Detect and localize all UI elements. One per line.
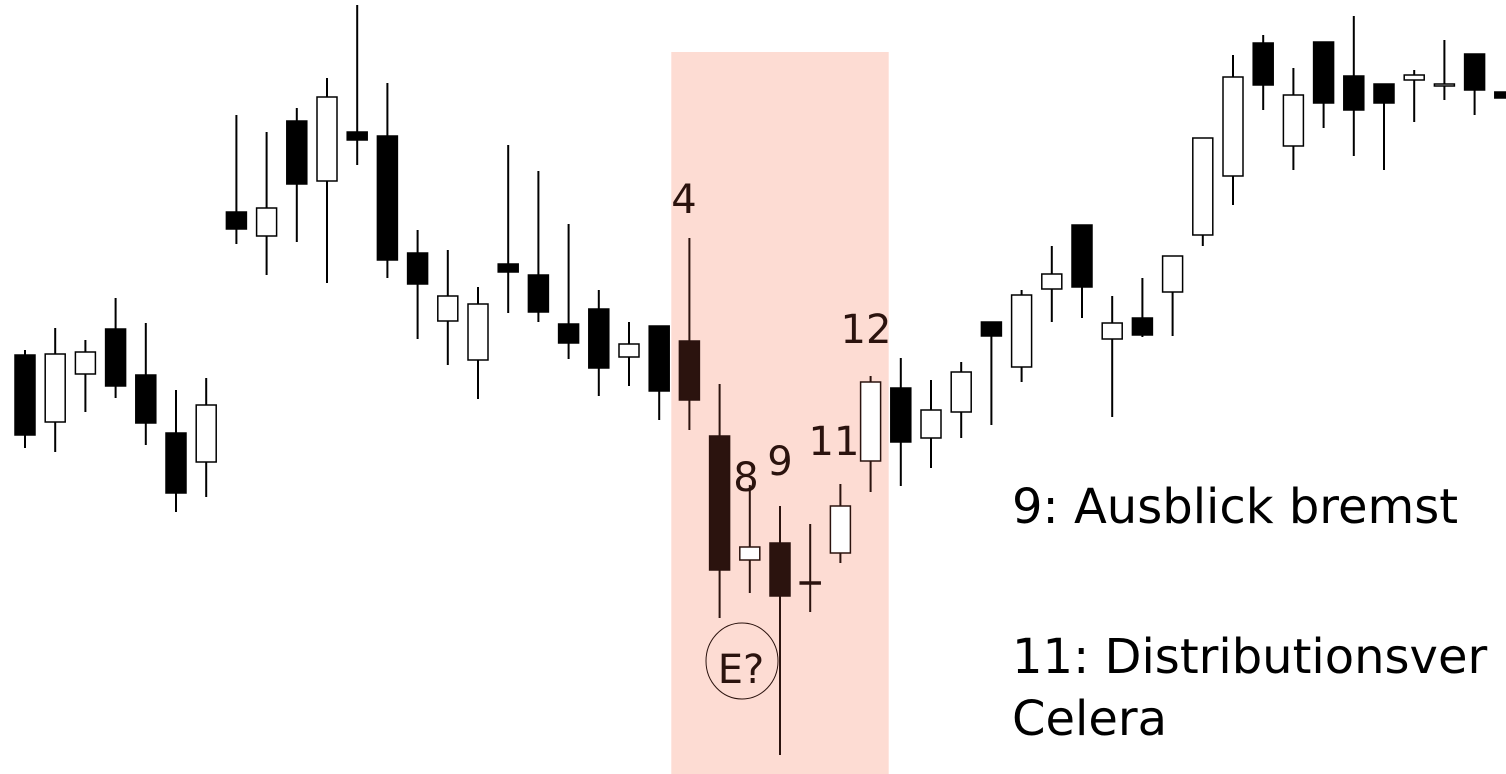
candle-body: [769, 542, 791, 597]
candle-body: [1403, 74, 1425, 81]
candle-body: [406, 252, 429, 285]
annotation: 11: [809, 419, 860, 465]
candle-body: [497, 263, 519, 273]
candle-body: [1282, 94, 1305, 147]
candle-body: [316, 96, 338, 182]
candle-body: [1161, 255, 1184, 293]
candle-body: [1463, 53, 1486, 91]
candle-body: [14, 354, 36, 436]
candle-body: [920, 409, 942, 439]
candle-body: [1131, 317, 1154, 336]
candle-body: [1252, 42, 1274, 86]
candle-body: [44, 353, 66, 423]
candle-body: [135, 374, 157, 424]
candle-body: [255, 207, 278, 237]
candle-body: [890, 387, 912, 443]
candle-body: [950, 371, 972, 413]
candle-body: [678, 340, 701, 401]
candle-body: [557, 323, 580, 344]
candle-body: [104, 328, 127, 387]
candle-body: [1010, 294, 1033, 368]
candle-body: [1041, 273, 1063, 290]
candle-body: [1494, 91, 1506, 99]
candle-body: [1433, 83, 1456, 87]
candle-body: [588, 308, 610, 369]
annotation: 4: [671, 177, 696, 223]
candle-body: [1373, 83, 1395, 104]
annotation: E?: [718, 647, 765, 693]
candle-body: [1192, 137, 1214, 236]
candle-body: [1071, 224, 1093, 288]
candle-body: [1222, 76, 1244, 177]
candle-body: [618, 343, 640, 358]
candle-body: [225, 211, 248, 230]
candle-body: [376, 135, 399, 261]
candle-body: [165, 432, 187, 494]
note: Celera: [1012, 691, 1167, 747]
annotation: 12: [841, 307, 892, 353]
candle-body: [799, 581, 821, 585]
candle-body: [648, 325, 670, 392]
candle-body: [980, 321, 1003, 337]
annotation-circle: [705, 622, 779, 700]
candle-body: [829, 505, 852, 554]
candle-body: [467, 303, 489, 361]
note: 11: Distributionsver: [1012, 629, 1487, 685]
candle-body: [708, 435, 731, 571]
candle-body: [859, 381, 882, 462]
candle-body: [1312, 41, 1335, 104]
note: 9: Ausblick bremst: [1012, 479, 1458, 535]
candle-body: [437, 295, 459, 322]
candle-body: [74, 351, 97, 375]
annotation: 9: [767, 439, 792, 485]
candle-body: [527, 274, 550, 313]
candle-body: [346, 131, 368, 141]
candle-body: [1343, 75, 1365, 111]
candle-body: [739, 546, 761, 561]
candle-body: [195, 404, 217, 463]
candle-body: [1101, 322, 1123, 340]
candle-body: [286, 120, 308, 185]
annotation: 8: [733, 455, 758, 501]
